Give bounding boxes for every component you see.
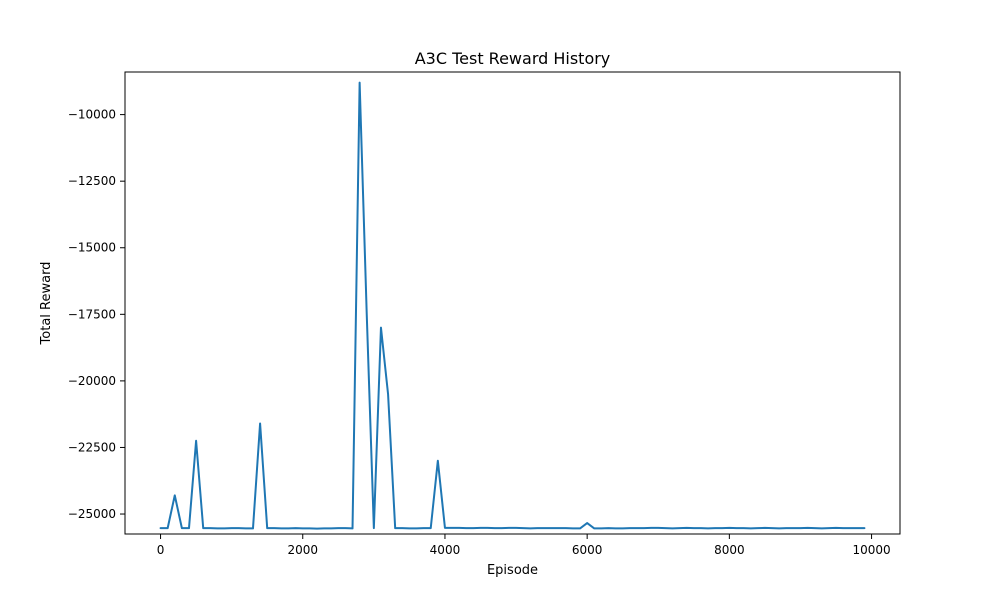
y-tick-label: −15000 — [68, 241, 116, 255]
y-tick-label: −22500 — [68, 440, 116, 454]
y-tick-label: −10000 — [68, 108, 116, 122]
plot-area: 0 2000 4000 6000 8000 10000 −10000 −12500 −1500… — [68, 71, 901, 557]
x-axis-label: Episode — [487, 563, 538, 578]
x-tick-label: 10000 — [852, 543, 890, 557]
y-tick-label: −20000 — [68, 374, 116, 388]
x-tick-label: 2000 — [287, 543, 318, 557]
y-axis-label: Total Reward — [39, 262, 54, 346]
y-axis-ticks: −10000 −12500 −15000 −17500 −20000 −22500 −250… — [68, 108, 125, 521]
x-tick-label: 0 — [157, 543, 165, 557]
y-tick-label: −25000 — [68, 507, 116, 521]
x-tick-label: 4000 — [430, 543, 461, 557]
chart-title: A3C Test Reward History — [415, 49, 611, 68]
x-tick-label: 6000 — [572, 543, 603, 557]
y-tick-label: −17500 — [68, 307, 116, 321]
x-tick-label: 8000 — [714, 543, 745, 557]
reward-series-line — [159, 81, 866, 530]
plot-frame — [124, 71, 901, 535]
x-axis-ticks: 0 2000 4000 6000 8000 10000 — [157, 534, 891, 557]
y-tick-label: −12500 — [68, 174, 116, 188]
